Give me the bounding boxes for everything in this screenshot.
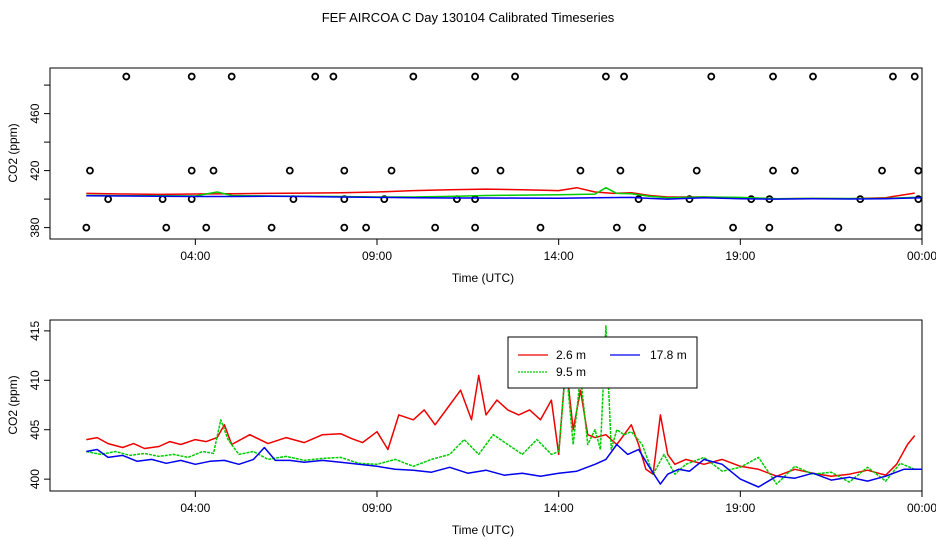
y-tick-label: 380 (28, 217, 42, 237)
reference-point (329, 72, 338, 81)
legend-label-9-5m: 9.5 m (556, 365, 586, 379)
x-tick-label: 19:00 (725, 249, 755, 263)
series-line-2-6-m (86, 361, 916, 477)
reference-point (340, 223, 349, 232)
reference-point (511, 72, 519, 81)
reference-point (209, 166, 218, 175)
x-tick-label: 14:00 (544, 501, 574, 515)
legend-label-17-8m: 17.8 m (650, 348, 687, 362)
x-tick-label: 04:00 (180, 249, 210, 263)
panel-top: 04:00 09:00 14:00 19:00 00:00 380 420 460 Time … (6, 67, 936, 285)
series-line-9-5-m (86, 186, 915, 200)
x-tick-label: 00:00 (907, 501, 936, 515)
reference-point (285, 166, 294, 175)
y-tick-label: 400 (28, 469, 42, 489)
reference-point (576, 166, 585, 175)
series-line-9-5-m (86, 325, 915, 485)
reference-point (878, 166, 886, 175)
reference-point (834, 223, 843, 232)
x-tick-label: 14:00 (544, 249, 574, 263)
y-tick-label: 415 (28, 321, 42, 341)
reference-point (707, 72, 716, 81)
panel-bottom: 04:00 09:00 14:00 19:00 00:00 400 405 410 415 Ti… (6, 319, 936, 537)
reference-point (769, 166, 777, 175)
panel-top-marks (82, 72, 923, 232)
legend-box (507, 336, 698, 389)
xlabel-bottom: Time (UTC) (452, 523, 514, 537)
reference-point (769, 72, 777, 81)
reference-point (496, 166, 505, 175)
ylabel-bottom: CO2 (ppm) (6, 375, 20, 434)
x-tick-label: 00:00 (907, 249, 936, 263)
ylabel-top: CO2 (ppm) (6, 123, 20, 182)
y-tick-label: 410 (28, 370, 42, 390)
reference-point (536, 223, 545, 232)
x-tick-label: 09:00 (362, 501, 392, 515)
reference-point (86, 166, 94, 175)
y-tick-label: 420 (28, 160, 42, 180)
reference-point (227, 72, 236, 81)
reference-point (616, 166, 625, 175)
reference-point (122, 72, 131, 81)
reference-point (612, 223, 621, 232)
reference-point (267, 223, 276, 232)
reference-point (380, 195, 389, 204)
legend-label-2-6m: 2.6 m (556, 348, 586, 362)
reference-point (162, 223, 171, 232)
reference-point (910, 72, 919, 81)
reference-point (187, 72, 196, 81)
x-tick-label: 04:00 (180, 501, 210, 515)
reference-point (889, 72, 897, 81)
reference-point (602, 72, 610, 81)
reference-point (729, 223, 737, 232)
reference-point (914, 223, 923, 232)
reference-point (340, 166, 349, 175)
reference-point (471, 166, 480, 175)
reference-point (914, 195, 923, 204)
panel-bottom-axes: 04:00 09:00 14:00 19:00 00:00 400 405 410 415 (28, 321, 936, 515)
panel-top-axes: 04:00 09:00 14:00 19:00 00:00 380 420 460 (28, 84, 936, 263)
reference-point (311, 72, 320, 81)
y-tick-label: 460 (28, 103, 42, 123)
reference-point (431, 223, 440, 232)
reference-point (634, 195, 643, 204)
series-line-17-8-m (86, 443, 922, 488)
reference-point (620, 72, 628, 81)
reference-point (765, 223, 774, 232)
reference-point (104, 195, 113, 204)
reference-point (471, 223, 480, 232)
reference-point (409, 72, 418, 81)
series-line-17-8-m (86, 194, 923, 200)
plot-frame-bottom (49, 319, 923, 492)
legend: 2.6 m 17.8 m 9.5 m (507, 336, 698, 389)
reference-point (692, 166, 701, 175)
reference-point (82, 223, 91, 232)
reference-point (187, 166, 196, 175)
reference-point (790, 166, 799, 175)
reference-point (471, 195, 480, 204)
reference-point (387, 166, 396, 175)
reference-point (809, 72, 817, 81)
reference-point (202, 223, 211, 232)
x-tick-label: 09:00 (362, 249, 392, 263)
xlabel-top: Time (UTC) (452, 271, 514, 285)
reference-point (362, 223, 371, 232)
plot-frame-top (49, 67, 923, 240)
panel-bottom-marks (86, 325, 922, 488)
y-tick-label: 405 (28, 419, 42, 439)
figure-title: FEF AIRCOA C Day 130104 Calibrated Times… (322, 10, 615, 25)
reference-point (638, 223, 647, 232)
reference-point (471, 72, 480, 81)
x-tick-label: 19:00 (725, 501, 755, 515)
reference-point (914, 166, 923, 175)
